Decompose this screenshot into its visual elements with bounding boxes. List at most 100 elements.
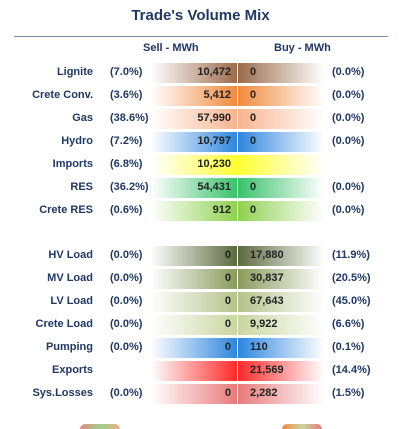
sell-value: 912 xyxy=(212,204,231,216)
sell-percent: (0.0%) xyxy=(110,272,143,284)
buy-value: 9,922 xyxy=(250,318,278,330)
pie-chart-edge-right xyxy=(282,424,322,429)
buy-value: 0 xyxy=(250,204,257,216)
sell-bar: 57,990 xyxy=(151,109,237,129)
sell-header: Sell - MWh xyxy=(143,42,199,54)
row-label: Crete RES xyxy=(39,204,93,216)
buy-percent: (0.0%) xyxy=(332,66,365,78)
buy-value: 21,569 xyxy=(250,364,284,376)
table-row: Sys.Losses (0.0%) 0 2,282 (1.5%) xyxy=(0,383,401,405)
row-label: RES xyxy=(70,181,93,193)
buy-value: 0 xyxy=(250,135,257,147)
sell-value: 10,472 xyxy=(197,66,231,78)
buy-percent: (0.0%) xyxy=(332,135,365,147)
buy-percent: (0.1%) xyxy=(332,341,365,353)
sell-bar: 0 xyxy=(151,292,237,312)
sell-value: 0 xyxy=(224,318,231,330)
title-divider xyxy=(14,36,388,37)
buy-percent: (0.0%) xyxy=(332,112,365,124)
buy-percent: (1.5%) xyxy=(332,387,365,399)
buy-percent: (45.0%) xyxy=(332,295,371,307)
table-row: Crete Load (0.0%) 0 9,922 (6.6%) xyxy=(0,314,401,336)
sell-percent: (7.0%) xyxy=(110,66,143,78)
buy-value: 30,837 xyxy=(250,272,284,284)
sell-bar: 912 xyxy=(151,201,237,221)
buy-percent: (0.0%) xyxy=(332,204,365,216)
sell-bar: 10,797 xyxy=(151,132,237,152)
row-label: MV Load xyxy=(47,272,93,284)
buy-bar: 0 xyxy=(238,86,324,106)
buy-bar: 110 xyxy=(238,338,324,358)
sell-value: 5,412 xyxy=(203,89,231,101)
table-row: Lignite (7.0%) 10,472 0 (0.0%) xyxy=(0,62,401,84)
sell-bar: 0 xyxy=(151,384,237,404)
buy-value: 0 xyxy=(250,66,257,78)
row-label: Crete Load xyxy=(35,318,93,330)
sell-percent: (0.0%) xyxy=(110,318,143,330)
buy-header: Buy - MWh xyxy=(274,42,331,54)
sell-bar: 10,472 xyxy=(151,63,237,83)
sell-percent: (7.2%) xyxy=(110,135,143,147)
buy-bar: 0 xyxy=(238,132,324,152)
buy-bar: 9,922 xyxy=(238,315,324,335)
buy-value: 0 xyxy=(250,112,257,124)
buy-bar: 0 xyxy=(238,63,324,83)
table-row: Crete Conv. (3.6%) 5,412 0 (0.0%) xyxy=(0,85,401,107)
buy-bar: 30,837 xyxy=(238,269,324,289)
row-label: Lignite xyxy=(56,66,93,78)
sell-value: 0 xyxy=(224,341,231,353)
buy-bar xyxy=(238,155,324,175)
buy-value: 0 xyxy=(250,181,257,193)
buy-value: 110 xyxy=(250,341,268,353)
table-row: LV Load (0.0%) 0 67,643 (45.0%) xyxy=(0,291,401,313)
sell-bar: 0 xyxy=(151,269,237,289)
sell-percent: (6.8%) xyxy=(110,158,143,170)
buy-bar: 0 xyxy=(238,201,324,221)
table-row: Gas (38.6%) 57,990 0 (0.0%) xyxy=(0,108,401,130)
table-row: MV Load (0.0%) 0 30,837 (20.5%) xyxy=(0,268,401,290)
table-row: Hydro (7.2%) 10,797 0 (0.0%) xyxy=(0,131,401,153)
sell-bar: 5,412 xyxy=(151,86,237,106)
row-label: Sys.Losses xyxy=(32,387,93,399)
table-row: RES (36.2%) 54,431 0 (0.0%) xyxy=(0,177,401,199)
buy-value: 2,282 xyxy=(250,387,278,399)
sell-percent: (0.6%) xyxy=(110,204,143,216)
row-label: Imports xyxy=(52,158,93,170)
row-label: LV Load xyxy=(50,295,93,307)
sell-value: 0 xyxy=(224,387,231,399)
table-row: HV Load (0.0%) 0 17,880 (11.9%) xyxy=(0,245,401,267)
table-row: Exports 21,569 (14.4%) xyxy=(0,360,401,382)
sell-bar: 54,431 xyxy=(151,178,237,198)
buy-bar: 0 xyxy=(238,178,324,198)
sell-value: 0 xyxy=(224,249,231,261)
buy-percent: (14.4%) xyxy=(332,364,371,376)
sell-value: 57,990 xyxy=(197,112,231,124)
pie-chart-edge-left xyxy=(80,424,120,429)
buy-bar: 67,643 xyxy=(238,292,324,312)
sell-value: 54,431 xyxy=(197,181,231,193)
sell-percent: (3.6%) xyxy=(110,89,143,101)
sell-bar: 0 xyxy=(151,246,237,266)
sell-percent: (0.0%) xyxy=(110,249,143,261)
buy-bar: 21,569 xyxy=(238,361,324,381)
buy-bar: 0 xyxy=(238,109,324,129)
sell-value: 10,797 xyxy=(197,135,231,147)
page-title: Trade's Volume Mix xyxy=(131,7,270,24)
sell-value: 0 xyxy=(224,272,231,284)
buy-value: 67,643 xyxy=(250,295,284,307)
row-label: Crete Conv. xyxy=(32,89,93,101)
sell-value: 10,230 xyxy=(197,158,231,170)
sell-percent: (36.2%) xyxy=(110,181,149,193)
table-row: Imports (6.8%) 10,230 xyxy=(0,154,401,176)
sell-bar: 0 xyxy=(151,315,237,335)
sell-percent: (0.0%) xyxy=(110,387,143,399)
sell-value: 0 xyxy=(224,295,231,307)
sell-percent: (0.0%) xyxy=(110,295,143,307)
buy-value: 17,880 xyxy=(250,249,284,261)
buy-percent: (11.9%) xyxy=(332,249,370,261)
row-label: Exports xyxy=(52,364,93,376)
buy-percent: (0.0%) xyxy=(332,181,365,193)
table-row: Pumping (0.0%) 0 110 (0.1%) xyxy=(0,337,401,359)
buy-percent: (0.0%) xyxy=(332,89,365,101)
buy-percent: (20.5%) xyxy=(332,272,371,284)
